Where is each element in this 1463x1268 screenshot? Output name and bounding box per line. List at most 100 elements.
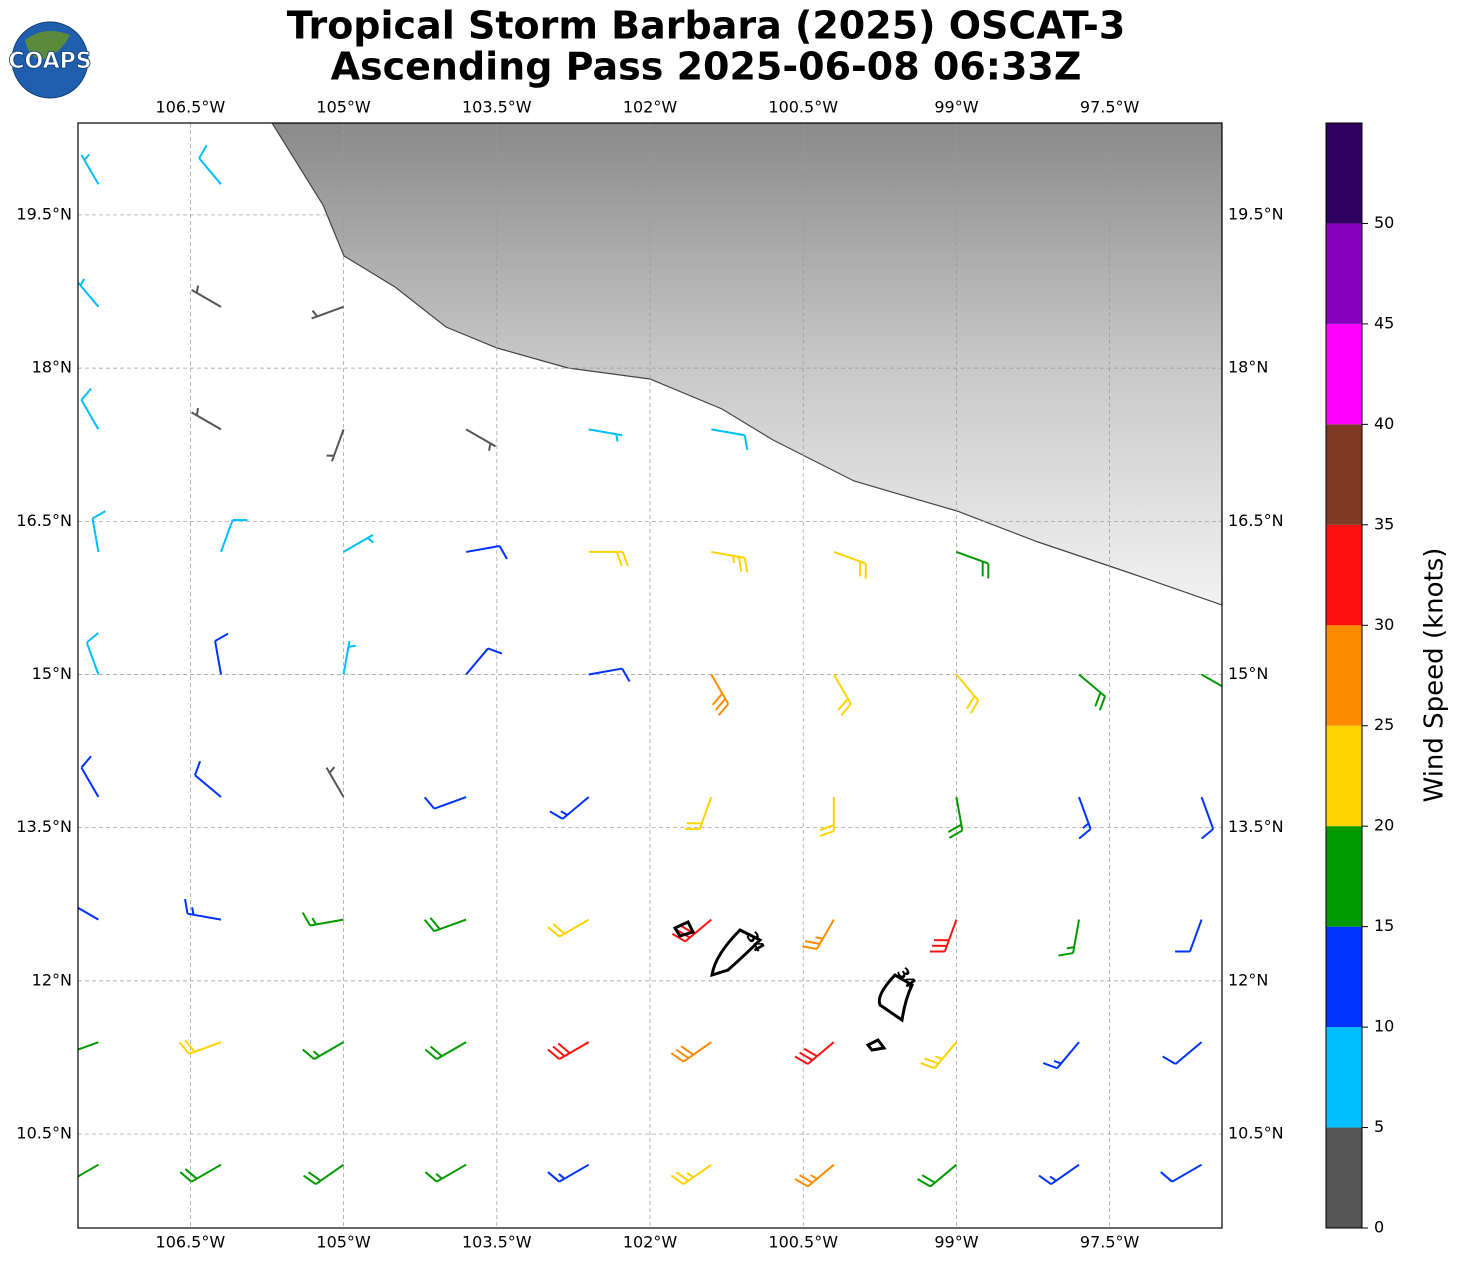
colorbar-tick-label: 25: [1374, 715, 1394, 734]
colorbar-tick-label: 20: [1374, 816, 1394, 835]
wind-barb: [1200, 796, 1215, 840]
lat-tick-label: 16.5°N: [16, 511, 72, 530]
colorbar-frame: [1325, 122, 1363, 1229]
colorbar-tick-label: 35: [1374, 514, 1394, 533]
wind-barb: [184, 898, 222, 921]
colorbar: 0 5 10 15 20 25 30 35 40 45 50: [1325, 122, 1394, 1237]
wind-barb: [424, 1163, 467, 1183]
colorbar-bin: [1326, 424, 1362, 525]
wind-barb: [302, 1041, 345, 1060]
wind-barb: [832, 673, 852, 716]
colorbar-tick-label: 10: [1374, 1017, 1394, 1036]
wind-barb: [929, 919, 958, 953]
wind-barb: [198, 144, 222, 185]
colorbar-tick-label: 0: [1374, 1218, 1384, 1237]
title: Tropical Storm Barbara (2025) OSCAT-3: [287, 4, 1126, 48]
wind-barb: [78, 1041, 99, 1051]
wind-barb: [423, 917, 467, 933]
colorbar-bin: [1326, 323, 1362, 425]
lon-tick-label: 97.5°W: [1080, 1233, 1140, 1252]
wind-barb: [325, 766, 345, 798]
subtitle: Ascending Pass 2025-06-08 06:33Z: [331, 45, 1082, 89]
lon-tick-label: 100.5°W: [768, 1233, 838, 1252]
wind-barb: [465, 545, 508, 560]
colorbar-bin: [1326, 123, 1362, 224]
wind-barb: [710, 673, 730, 716]
wind-barb: [711, 428, 749, 451]
colorbar-tick-label: 30: [1374, 615, 1394, 634]
lat-tick-label: 13.5°N: [16, 817, 72, 836]
colorbar-tick-label: 5: [1374, 1117, 1384, 1136]
wind-barb: [684, 796, 713, 830]
lon-tick-label: 106.5°W: [156, 98, 226, 117]
lon-tick-label: 105°W: [316, 98, 371, 117]
colorbar-bin: [1326, 1127, 1362, 1228]
wind-barb: [588, 550, 629, 567]
wind-barb: [78, 906, 99, 921]
lat-tick-label: 10.5°N: [16, 1124, 72, 1143]
colorbar-bin: [1326, 926, 1362, 1028]
colorbar-bin: [1326, 725, 1362, 827]
map-frame: [77, 122, 1223, 1229]
wind-barbs: [78, 144, 1222, 1188]
wind-barb: [91, 510, 106, 553]
logo: COAPS: [8, 21, 92, 99]
lat-tick-label: 15°N: [32, 664, 72, 683]
lon-tick-label: 103.5°W: [462, 1233, 532, 1252]
lon-tick-label: 103.5°W: [462, 98, 532, 117]
wind-barb: [1078, 796, 1092, 840]
wind-barb: [547, 918, 590, 938]
lat-tick-label: 19.5°N: [1228, 204, 1284, 223]
wind-barb: [423, 796, 467, 810]
wind-barb: [547, 1163, 590, 1183]
wind-barb: [214, 632, 229, 675]
wind-barb: [956, 550, 990, 579]
colorbar-tick-label: 45: [1374, 313, 1394, 332]
wind-barb: [670, 1163, 712, 1185]
wind-barb: [191, 285, 222, 308]
lon-tick-label: 102°W: [623, 98, 678, 117]
wind-barb: [179, 1163, 222, 1183]
lon-tick-label: 100.5°W: [768, 98, 838, 117]
wind-barb: [794, 1163, 835, 1188]
colorbar-tick-label: 15: [1374, 916, 1394, 935]
lat-tick-label: 10.5°N: [1228, 1124, 1284, 1143]
lon-tick-label: 105°W: [316, 1233, 371, 1252]
wind-barb: [342, 640, 356, 675]
wind-barb: [802, 919, 835, 951]
wind-barb: [80, 387, 100, 430]
wind-barb: [833, 550, 867, 579]
wind-barb: [670, 1041, 712, 1063]
lat-tick-label: 12°N: [32, 970, 72, 989]
wind-barb: [326, 429, 345, 462]
colorbar-bin: [1326, 223, 1362, 324]
lat-tick-label: 16.5°N: [1228, 511, 1284, 530]
colorbar-label: Wind Speed (knots): [1420, 548, 1450, 803]
wind-barb: [588, 428, 623, 442]
wind-barb: [549, 796, 590, 820]
land: [271, 123, 1222, 606]
wind-barb: [465, 647, 503, 676]
wind-barb: [920, 1041, 958, 1070]
wind-barb: [917, 1163, 958, 1188]
wind-barb: [1201, 673, 1222, 688]
wind-barb: [78, 1163, 99, 1178]
colorbar-tick-label: 50: [1374, 213, 1394, 232]
lon-tick-label: 102°W: [623, 1233, 678, 1252]
wind-barb: [424, 1041, 467, 1060]
wind-barb: [301, 912, 344, 927]
wind-barb: [1160, 1163, 1203, 1183]
wind-barb: [1038, 1163, 1080, 1185]
wind-barb: [85, 632, 100, 675]
wind-barb: [465, 428, 497, 451]
colorbar-bin: [1326, 1027, 1362, 1128]
wind-barb: [311, 305, 344, 320]
wind-barb: [1175, 919, 1203, 953]
wind-barb: [194, 760, 222, 798]
lon-tick-label: 99°W: [934, 98, 978, 117]
graticule: [78, 123, 1222, 1228]
wind-barb: [955, 673, 980, 714]
lat-tick-label: 18°N: [32, 358, 72, 377]
map-area: 34 34: [78, 123, 1222, 1228]
wind-barb: [80, 755, 100, 798]
